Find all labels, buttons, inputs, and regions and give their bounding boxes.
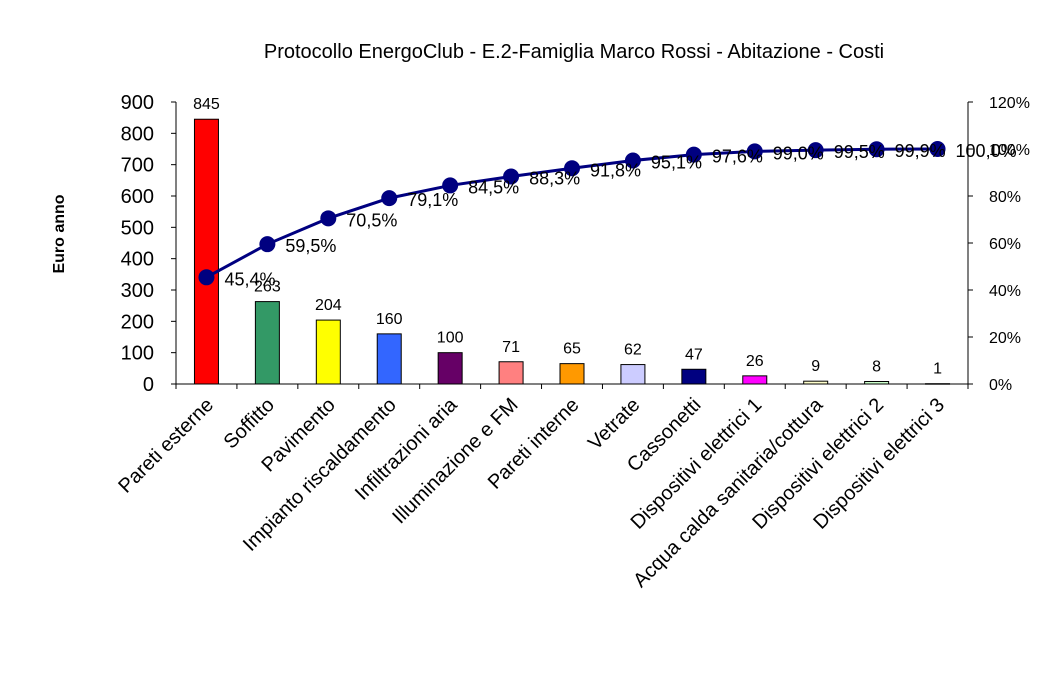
bar-value-label: 8	[872, 358, 881, 375]
bar-value-label: 65	[563, 341, 581, 358]
cumulative-marker	[442, 177, 459, 194]
cumulative-marker	[564, 160, 580, 177]
cumulative-marker	[381, 190, 398, 207]
bar-value-label: 263	[254, 279, 281, 296]
cumulative-label: 95,1%	[651, 153, 702, 173]
plot-area: 845 263 204 160 100 71 65 62 47 26 9 8 1 0 100 200 300 40…	[114, 92, 1030, 592]
y2-tick-label: 0%	[989, 377, 1012, 394]
cumulative-marker	[868, 141, 885, 158]
y2-tick-label: 20%	[989, 330, 1021, 347]
y-tick-label: 100	[121, 343, 154, 365]
cumulative-marker	[929, 141, 946, 157]
bar	[254, 301, 280, 385]
bar	[193, 118, 219, 385]
y-tick-label: 700	[121, 155, 154, 177]
bar	[742, 375, 768, 385]
cumulative-marker	[807, 142, 824, 159]
cumulative-marker	[624, 152, 641, 169]
cumulative-marker	[746, 143, 763, 160]
y2-tick-label: 100%	[989, 142, 1030, 159]
y-tick-label: 400	[121, 249, 154, 271]
bar	[498, 361, 524, 385]
cumulative-label: 99,0%	[773, 143, 824, 163]
bar-value-label: 1	[933, 361, 942, 378]
bar	[681, 368, 707, 385]
bar	[376, 333, 402, 385]
cumulative-label: 59,5%	[285, 236, 336, 256]
y-tick-label: 600	[121, 186, 154, 208]
cumulative-label: 97,6%	[712, 147, 763, 167]
bar-value-label: 71	[502, 339, 520, 356]
x-tick-label: Infiltrazioni aria	[351, 393, 462, 504]
chart-title: Protocollo EnergoClub - E.2-Famiglia Mar…	[264, 41, 884, 63]
bar-value-label: 47	[685, 346, 703, 363]
y-tick-label: 0	[143, 374, 154, 396]
cumulative-label: 88,3%	[529, 168, 580, 188]
y-tick-label: 500	[121, 217, 154, 239]
y-axis-label: Euro anno	[51, 194, 68, 273]
x-tick-label: Pareti esterne	[114, 394, 218, 498]
x-tick-label: Soffitto	[220, 394, 279, 453]
bar-value-label: 9	[811, 358, 820, 375]
bar-value-label: 62	[624, 342, 642, 359]
bar-value-label: 100	[437, 330, 464, 347]
y2-tick-label: 60%	[989, 236, 1021, 253]
y-tick-label: 200	[121, 311, 154, 333]
bar	[315, 319, 341, 385]
cumulative-label: 70,5%	[346, 210, 397, 230]
cumulative-label: 99,5%	[834, 142, 885, 162]
bar	[559, 363, 585, 385]
cumulative-marker	[259, 236, 276, 253]
cumulative-marker	[503, 168, 520, 185]
cumulative-marker	[198, 269, 215, 286]
bar-value-label: 204	[315, 297, 342, 314]
y2-tick-label: 120%	[989, 95, 1030, 112]
cumulative-marker	[320, 210, 337, 227]
bar	[437, 352, 463, 385]
cumulative-label: 84,5%	[468, 177, 519, 197]
bar-value-label: 845	[193, 96, 220, 113]
cumulative-label: 79,1%	[407, 190, 458, 210]
y2-tick-label: 80%	[989, 189, 1021, 206]
x-tick-label: Vetrate	[584, 394, 644, 454]
cumulative-label: 91,8%	[590, 160, 641, 180]
bar-value-label: 26	[746, 353, 764, 370]
y-tick-label: 300	[121, 280, 154, 302]
cumulative-label: 99,9%	[895, 141, 946, 161]
cumulative-label: 45,4%	[224, 269, 275, 289]
y2-tick-label: 40%	[989, 283, 1021, 300]
y-tick-label: 900	[121, 92, 154, 114]
bar-value-label: 160	[376, 311, 403, 328]
cumulative-marker	[685, 146, 702, 163]
y-tick-label: 800	[121, 123, 154, 145]
cumulative-label: 100,0%	[956, 141, 1017, 161]
bar	[620, 364, 646, 385]
